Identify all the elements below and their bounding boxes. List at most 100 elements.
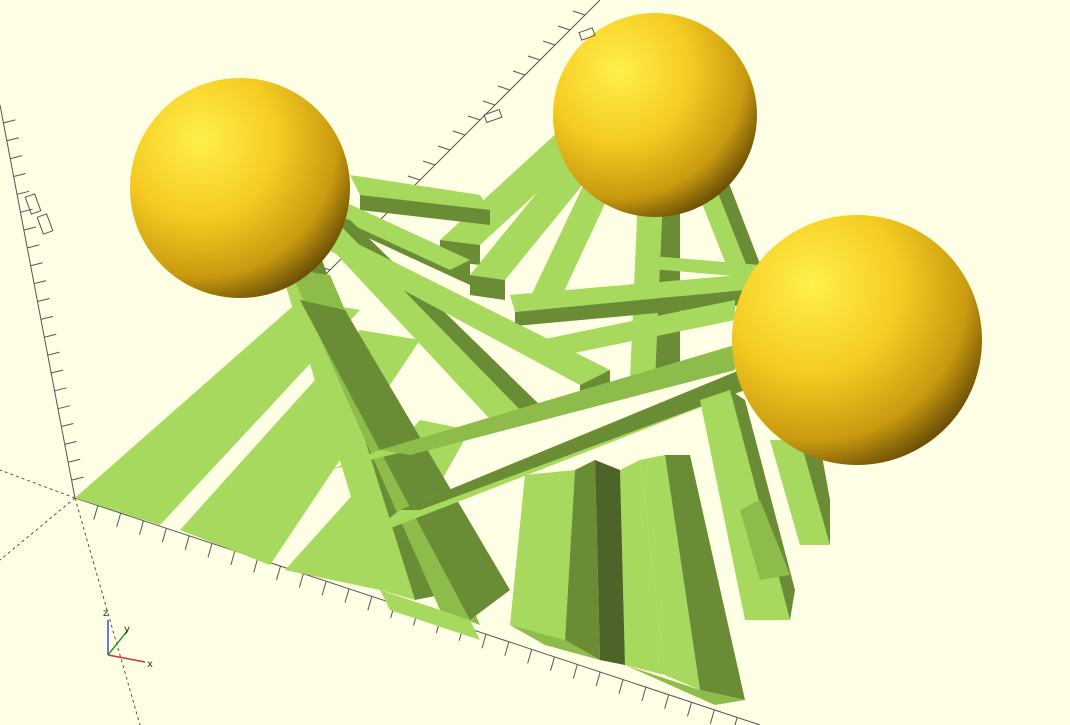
bar bbox=[665, 455, 745, 700]
x-axis-tick bbox=[367, 596, 373, 611]
bar bbox=[770, 440, 830, 545]
z-axis-tick bbox=[47, 351, 60, 356]
bar bbox=[400, 370, 745, 510]
y-indicator-line bbox=[107, 629, 129, 656]
y-axis-tick bbox=[452, 130, 466, 136]
bar bbox=[360, 195, 490, 225]
bar bbox=[625, 665, 745, 705]
z-axis-tick bbox=[68, 458, 81, 463]
z-label: z bbox=[103, 608, 108, 619]
z-axis-tick bbox=[16, 190, 30, 195]
z-axis-tick bbox=[30, 262, 43, 267]
neg-x-axis-line bbox=[0, 469, 76, 499]
bar bbox=[380, 590, 480, 640]
x-axis-tick bbox=[641, 687, 647, 702]
bar bbox=[470, 275, 505, 300]
x-axis-tick bbox=[298, 573, 304, 588]
bar bbox=[300, 215, 530, 430]
x-axis-tick bbox=[734, 717, 738, 725]
z-axis-tick bbox=[37, 298, 50, 302]
x-axis-tick bbox=[276, 565, 281, 581]
neg-y-axis-line bbox=[0, 497, 76, 561]
axes-indicator: z y x bbox=[103, 608, 153, 670]
bar bbox=[510, 275, 745, 312]
x-axis-tick bbox=[207, 543, 213, 558]
bar bbox=[620, 460, 665, 675]
x-axis-tick bbox=[481, 634, 487, 649]
bar bbox=[740, 500, 790, 580]
y-axis-tick bbox=[482, 100, 496, 106]
bar bbox=[565, 460, 600, 660]
x-axis-tick bbox=[253, 558, 259, 573]
sphere-right bbox=[732, 215, 982, 465]
bar bbox=[300, 300, 510, 620]
x-axis-tick bbox=[230, 550, 236, 566]
z-axis-tick bbox=[64, 440, 77, 445]
x-axis-tick bbox=[595, 671, 601, 687]
sphere-left bbox=[130, 78, 350, 298]
z-axis-tick bbox=[33, 280, 47, 285]
z-axis-tick bbox=[6, 137, 19, 142]
x-indicator-line bbox=[107, 654, 146, 663]
bars-group bbox=[75, 130, 830, 705]
bar bbox=[350, 175, 490, 210]
x-axis-tick bbox=[527, 649, 533, 664]
bar bbox=[515, 290, 745, 326]
x-axis-tick bbox=[550, 656, 555, 672]
y-axis-tick bbox=[557, 25, 571, 31]
bar bbox=[510, 470, 575, 640]
z-axis-tick bbox=[13, 172, 26, 177]
bar bbox=[320, 200, 470, 270]
x-axis-tick bbox=[321, 581, 327, 596]
bar bbox=[380, 345, 735, 455]
z-axis-tick bbox=[44, 333, 57, 338]
y-axis-tick bbox=[572, 10, 586, 16]
x-axis-tick bbox=[184, 535, 190, 550]
x-axis-tick bbox=[504, 641, 510, 656]
y-axis-tick bbox=[437, 145, 451, 151]
z-axis-tick bbox=[3, 119, 16, 124]
y-axis-tick bbox=[467, 115, 481, 121]
z-axis-tick bbox=[27, 244, 40, 249]
sphere-top bbox=[553, 13, 757, 217]
bar bbox=[640, 455, 700, 690]
bar bbox=[510, 625, 600, 660]
x-label: x bbox=[147, 659, 153, 670]
y-axis-tick bbox=[407, 175, 421, 181]
x-axis-tick bbox=[344, 588, 350, 603]
bar bbox=[595, 460, 625, 665]
bar bbox=[540, 300, 735, 360]
bar bbox=[310, 235, 610, 385]
x-axis-tick bbox=[664, 694, 670, 709]
spheres-group bbox=[130, 13, 982, 465]
x-axis-tick bbox=[687, 702, 692, 717]
bar bbox=[800, 440, 830, 545]
z-axis-tick bbox=[54, 387, 67, 392]
x-axis-tick bbox=[618, 679, 624, 694]
y-axis-tick bbox=[422, 160, 436, 166]
x-axis-tick bbox=[709, 709, 715, 725]
bar bbox=[270, 232, 415, 600]
x-axis-tick bbox=[93, 505, 99, 520]
z-axis-tick bbox=[10, 155, 23, 160]
x-axis-tick bbox=[139, 520, 144, 535]
z-axis-tick bbox=[61, 423, 74, 428]
x-axis-tick bbox=[572, 664, 578, 679]
y-label: y bbox=[124, 624, 130, 635]
z-axis-tick bbox=[57, 405, 71, 410]
y-axis-tick bbox=[527, 55, 541, 61]
x-axis-tick bbox=[116, 512, 122, 528]
bar bbox=[640, 255, 760, 278]
z-axis-tick bbox=[40, 315, 54, 320]
z-axis-tick bbox=[20, 208, 33, 213]
bar bbox=[75, 300, 360, 525]
y-axis-tick bbox=[512, 70, 526, 76]
x-axis-tick bbox=[161, 528, 167, 543]
z-axis-tick bbox=[51, 369, 64, 374]
axis-scale-marks bbox=[24, 27, 596, 235]
y-axis-tick bbox=[542, 40, 556, 46]
y-axis-tick bbox=[497, 85, 511, 91]
z-axis-tick bbox=[71, 476, 84, 481]
